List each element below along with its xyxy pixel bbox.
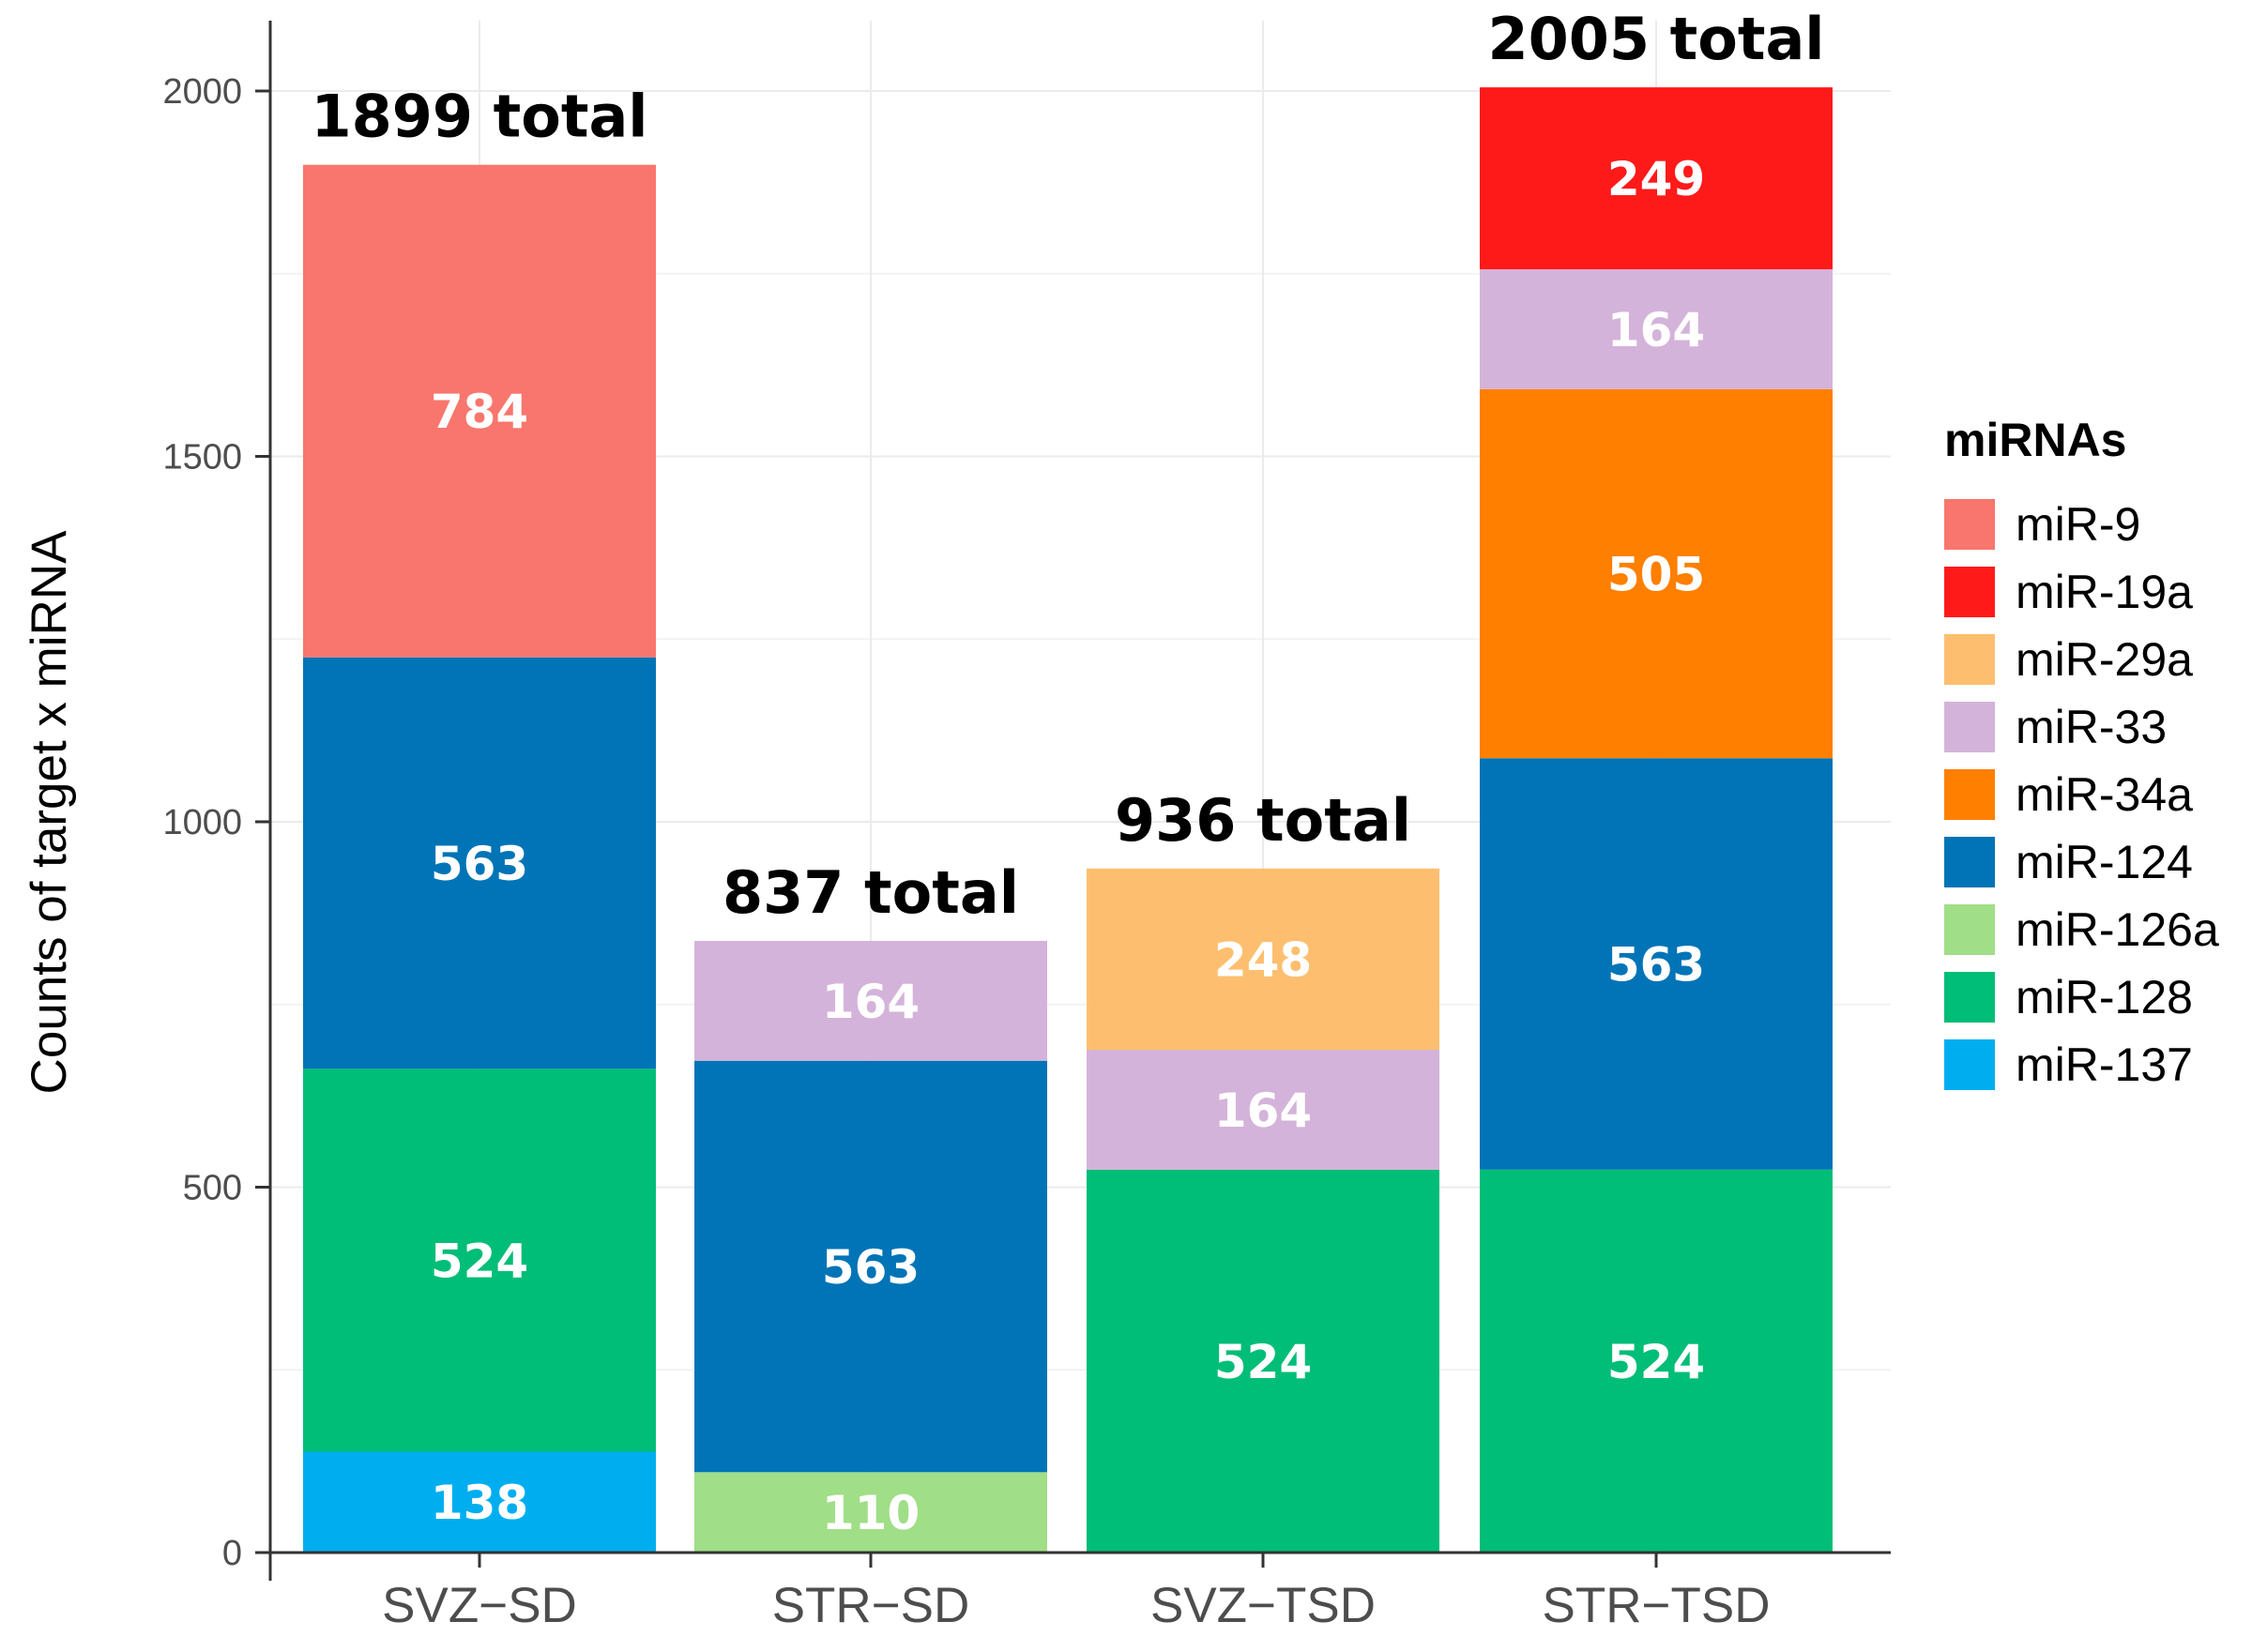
legend-swatch bbox=[1944, 567, 1995, 617]
legend-entry-label: miR-126a bbox=[2016, 903, 2219, 956]
legend-swatch bbox=[1944, 634, 1995, 685]
bar-segment-mir-34a bbox=[1480, 388, 1833, 759]
bar-segment-mir-19a bbox=[1480, 87, 1833, 270]
legend-entry-label: miR-33 bbox=[2016, 701, 2167, 753]
bar-total-label: 837 total bbox=[723, 858, 1019, 927]
segment-value-label: 110 bbox=[822, 1486, 920, 1540]
bar-segment-mir-137 bbox=[303, 1451, 656, 1553]
y-tick-label: 1000 bbox=[162, 803, 242, 842]
segment-value-label: 524 bbox=[1607, 1335, 1705, 1389]
legend-entry-label: miR-19a bbox=[2016, 566, 2193, 618]
legend-swatch bbox=[1944, 769, 1995, 820]
y-tick-label: 1500 bbox=[162, 438, 242, 477]
legend-entry-label: miR-124 bbox=[2016, 836, 2193, 888]
legend-swatch bbox=[1944, 904, 1995, 955]
y-tick-label: 500 bbox=[183, 1169, 242, 1208]
y-tick-label: 0 bbox=[222, 1534, 242, 1573]
segment-value-label: 784 bbox=[431, 385, 528, 439]
segment-value-label: 164 bbox=[1607, 303, 1705, 357]
axes: 0 500 1000 1500 2000 SVZ−SD STR−SD SVZ−TSD STR−T… bbox=[162, 21, 1891, 1633]
legend-swatch bbox=[1944, 499, 1995, 550]
segment-value-label: 249 bbox=[1607, 152, 1705, 206]
segment-value-label: 563 bbox=[822, 1240, 920, 1295]
bar-segment-mir-124 bbox=[694, 1060, 1047, 1473]
x-tick-label: STR−TSD bbox=[1543, 1578, 1771, 1633]
bar-total-label: 1899 total bbox=[311, 83, 647, 151]
legend-entry-label: miR-34a bbox=[2016, 768, 2193, 821]
segment-value-label: 524 bbox=[1214, 1335, 1312, 1389]
legend-swatch bbox=[1944, 702, 1995, 752]
bar-segment-mir-128 bbox=[1087, 1169, 1439, 1553]
bar-total-label: 936 total bbox=[1115, 786, 1411, 855]
x-tick-label: SVZ−SD bbox=[382, 1578, 577, 1633]
legend-entry-label: miR-29a bbox=[2016, 633, 2193, 686]
bar-total-label: 2005 total bbox=[1487, 5, 1824, 73]
legend-title: miRNAs bbox=[1944, 414, 2126, 466]
bar-segment-mir-29a bbox=[1087, 868, 1439, 1051]
segment-value-label: 563 bbox=[431, 837, 528, 891]
x-tick-label: SVZ−TSD bbox=[1150, 1578, 1376, 1633]
legend-swatch bbox=[1944, 972, 1995, 1023]
segment-value-label: 563 bbox=[1607, 938, 1705, 993]
x-tick-label: STR−SD bbox=[772, 1578, 970, 1633]
y-axis-label: Counts of target x miRNA bbox=[22, 530, 77, 1095]
bar-segment-mir-128 bbox=[303, 1068, 656, 1452]
bar-segment-mir-124 bbox=[303, 657, 656, 1069]
legend: miRNAs miR-9 miR-19a miR-29a miR-33 miR-34a m… bbox=[1944, 414, 2219, 1091]
segment-value-label: 138 bbox=[431, 1476, 528, 1530]
y-tick-label: 2000 bbox=[162, 72, 242, 112]
bar-segment-mir-9 bbox=[303, 164, 656, 658]
legend-swatch bbox=[1944, 837, 1995, 887]
segment-value-label: 248 bbox=[1214, 932, 1312, 987]
segment-value-label: 164 bbox=[822, 975, 920, 1029]
bars: 138 524 563 784 1899 total 110 563 164 837 total… bbox=[303, 5, 1833, 1553]
segment-value-label: 524 bbox=[431, 1234, 528, 1288]
legend-entry-label: miR-9 bbox=[2016, 498, 2140, 551]
bar-segment-mir-33 bbox=[1087, 1050, 1439, 1170]
bar-segment-mir-33 bbox=[1480, 269, 1833, 389]
legend-entry-label: miR-137 bbox=[2016, 1038, 2193, 1091]
legend-swatch bbox=[1944, 1039, 1995, 1090]
segment-value-label: 505 bbox=[1607, 548, 1705, 602]
bar-segment-mir-124 bbox=[1480, 758, 1833, 1170]
bar-segment-mir-33 bbox=[694, 940, 1047, 1061]
legend-entry-label: miR-128 bbox=[2016, 971, 2193, 1023]
bar-segment-mir-128 bbox=[1480, 1169, 1833, 1553]
bar-segment-mir-126a bbox=[694, 1472, 1047, 1553]
segment-value-label: 164 bbox=[1214, 1084, 1312, 1138]
